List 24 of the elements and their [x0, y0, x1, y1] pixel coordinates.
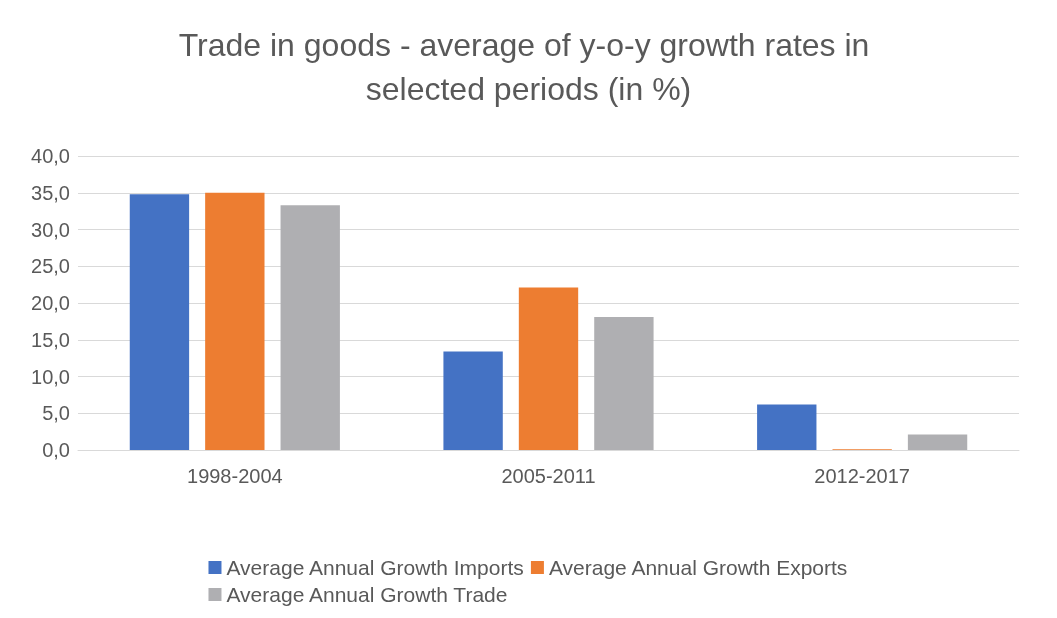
legend-label: Average Annual Growth Imports — [226, 556, 524, 579]
bar — [518, 287, 579, 450]
y-tick-label: 0,0 — [42, 439, 70, 461]
x-tick-label: 2012-2017 — [814, 465, 910, 487]
bar — [907, 434, 968, 450]
y-tick-label: 35,0 — [31, 181, 70, 204]
y-tick-label: 15,0 — [31, 328, 70, 351]
x-tick-label: 2005-2011 — [501, 465, 596, 487]
y-tick-label: 40,0 — [31, 145, 70, 167]
bar — [757, 404, 817, 450]
y-tick-label: 25,0 — [31, 255, 70, 278]
bar — [443, 351, 503, 450]
x-tick-label: 1998-2004 — [187, 465, 283, 487]
chart-title: Trade in goods - average of y-o-y growth rates in selected periods (in %) — [178, 27, 879, 107]
y-tick-label: 30,0 — [31, 218, 70, 241]
legend-label: Average Annual Growth Exports — [548, 556, 848, 579]
y-tick-label: 10,0 — [31, 365, 70, 388]
bar — [129, 194, 190, 450]
bar — [205, 192, 265, 450]
y-tick-label: 5,0 — [42, 402, 70, 425]
legend-label: Average Annual Growth Trade — [226, 583, 508, 606]
bar — [280, 205, 340, 450]
bar — [594, 316, 654, 450]
y-tick-label: 20,0 — [31, 292, 70, 314]
